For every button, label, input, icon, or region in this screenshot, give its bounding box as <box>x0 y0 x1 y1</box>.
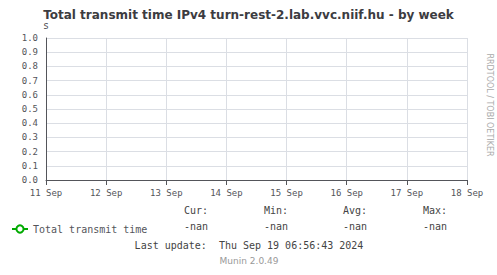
svg-text:-nan: -nan <box>343 221 367 232</box>
svg-text:Munin 2.0.49: Munin 2.0.49 <box>220 256 279 266</box>
svg-text:0.0: 0.0 <box>22 175 38 185</box>
svg-text:Avg:: Avg: <box>343 205 367 216</box>
svg-text:12 Sep: 12 Sep <box>90 188 123 198</box>
svg-text:13 Sep: 13 Sep <box>150 188 183 198</box>
svg-text:Max:: Max: <box>423 205 447 216</box>
svg-text:0.3: 0.3 <box>22 132 38 142</box>
svg-text:0.6: 0.6 <box>22 90 38 100</box>
svg-text:0.8: 0.8 <box>22 61 38 71</box>
svg-text:Cur:: Cur: <box>184 205 208 216</box>
svg-text:17 Sep: 17 Sep <box>391 188 424 198</box>
svg-text:1.0: 1.0 <box>22 33 38 43</box>
svg-text:-nan: -nan <box>423 221 447 232</box>
svg-text:Min:: Min: <box>264 205 288 216</box>
svg-text:Total transmit time: Total transmit time <box>33 224 147 235</box>
svg-text:s: s <box>43 19 49 31</box>
svg-text:0.1: 0.1 <box>22 161 38 171</box>
svg-text:Last update: Thu Sep 19 06:56: Last update: Thu Sep 19 06:56:43 2024 <box>135 240 364 251</box>
svg-text:0.7: 0.7 <box>22 76 38 86</box>
svg-text:RRDTOOL / TOBI OETIKER: RRDTOOL / TOBI OETIKER <box>485 53 494 156</box>
svg-text:0.4: 0.4 <box>22 118 38 128</box>
svg-text:-nan: -nan <box>264 221 288 232</box>
svg-text:0.5: 0.5 <box>22 104 38 114</box>
svg-text:15 Sep: 15 Sep <box>270 188 303 198</box>
svg-text:16 Sep: 16 Sep <box>330 188 363 198</box>
svg-text:18 Sep: 18 Sep <box>451 188 484 198</box>
svg-text:0.9: 0.9 <box>22 47 38 57</box>
svg-text:0.2: 0.2 <box>22 147 38 157</box>
svg-text:11 Sep: 11 Sep <box>30 188 63 198</box>
svg-text:-nan: -nan <box>184 221 208 232</box>
svg-text:Total transmit time IPv4 turn-: Total transmit time IPv4 turn-rest-2.lab… <box>43 8 455 22</box>
svg-text:14 Sep: 14 Sep <box>210 188 243 198</box>
